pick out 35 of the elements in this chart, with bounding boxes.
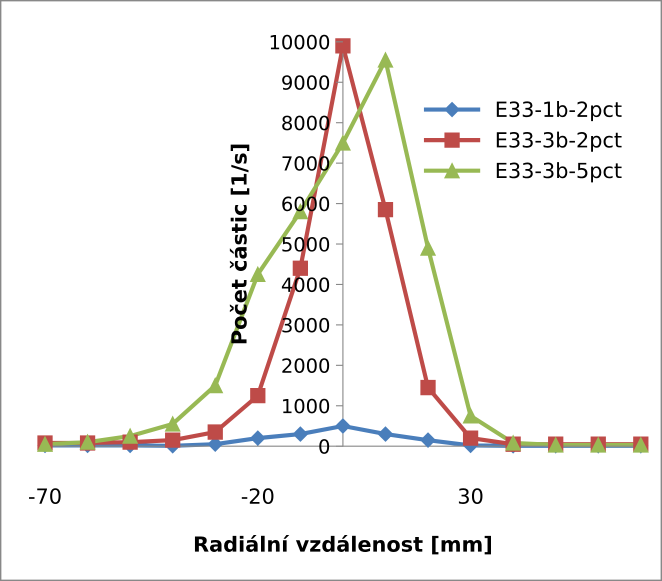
y-tick-label: 2000 — [282, 358, 330, 373]
point — [208, 378, 223, 394]
point — [292, 260, 308, 276]
point — [420, 240, 436, 256]
legend-label: E33-3b-2pct — [496, 132, 622, 152]
y-tick-label: 1000 — [283, 398, 330, 414]
point — [335, 418, 350, 434]
y-tick-label: 10000 — [270, 34, 330, 50]
y-tick-label: 9000 — [282, 75, 330, 90]
legend-label: E33-3b-5pct — [496, 162, 622, 182]
point — [335, 38, 351, 54]
y-tick-label: 0 — [319, 439, 330, 454]
y-tick-label: 3000 — [282, 318, 330, 333]
point — [122, 428, 138, 444]
point — [378, 202, 394, 218]
point — [378, 52, 394, 68]
point — [208, 424, 223, 440]
point — [420, 432, 436, 448]
legend-label: E33-1b-2pct — [496, 101, 622, 122]
x-tick-label: -20 — [242, 488, 274, 504]
point — [462, 430, 478, 446]
y-axis-title: Počet částic [1/s] — [230, 144, 250, 344]
x-axis-title: Radiální vzdálenost [mm] — [194, 534, 491, 554]
point — [165, 416, 180, 432]
x-tick-label: -70 — [29, 488, 61, 504]
point — [250, 266, 266, 282]
point — [335, 135, 351, 151]
point — [462, 408, 478, 424]
point — [250, 430, 266, 446]
point — [250, 388, 266, 404]
x-tick-label: 30 — [458, 488, 482, 504]
point — [378, 426, 394, 442]
point — [165, 432, 180, 448]
point — [292, 426, 308, 442]
point — [420, 380, 436, 396]
